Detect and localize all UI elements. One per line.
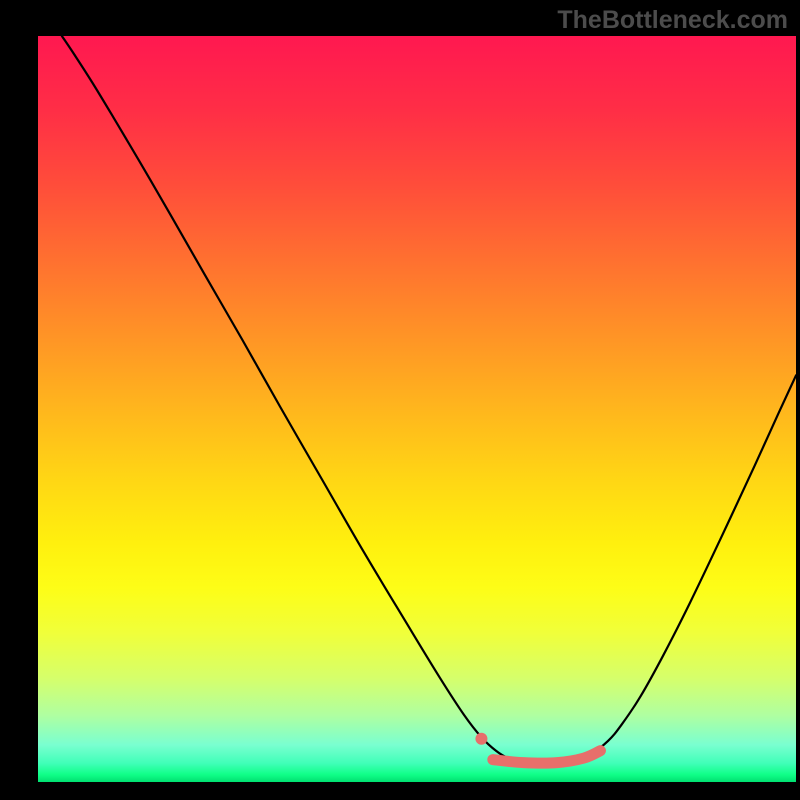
gradient-background — [38, 36, 796, 782]
plot-area — [38, 36, 796, 782]
watermark-text: TheBottleneck.com — [557, 6, 788, 35]
gradient-canvas — [38, 36, 796, 782]
highlight-dot — [475, 733, 487, 745]
chart-container: TheBottleneck.com — [0, 0, 800, 800]
